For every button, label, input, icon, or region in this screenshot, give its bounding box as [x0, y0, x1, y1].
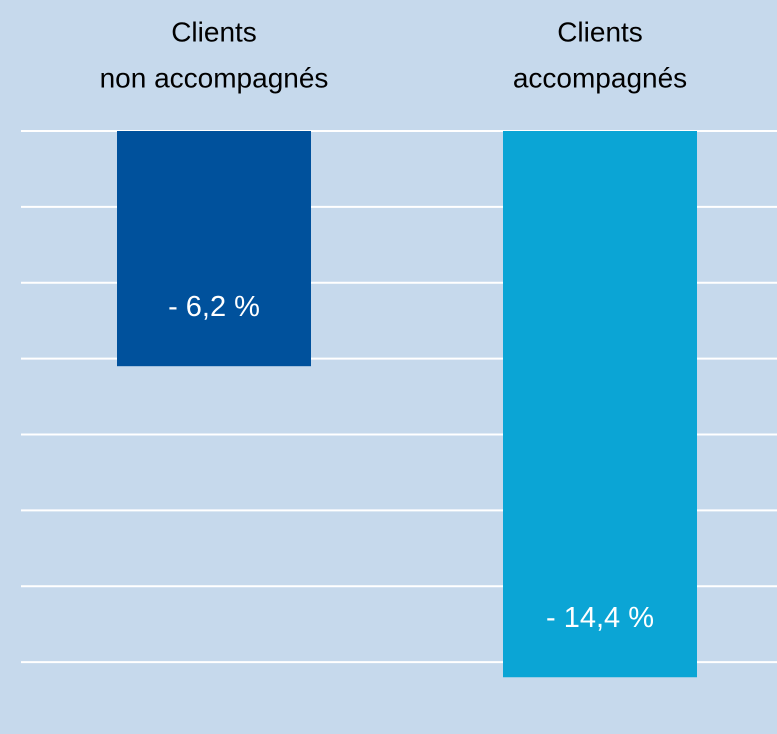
category-label: accompagnés [513, 62, 687, 93]
value-label: - 6,2 % [168, 291, 260, 323]
category-label: non accompagnés [100, 62, 329, 93]
category-label: Clients [557, 16, 643, 47]
category-label: Clients [171, 16, 257, 47]
bar [503, 131, 697, 678]
bar [117, 131, 311, 367]
value-label: - 14,4 % [546, 602, 654, 634]
